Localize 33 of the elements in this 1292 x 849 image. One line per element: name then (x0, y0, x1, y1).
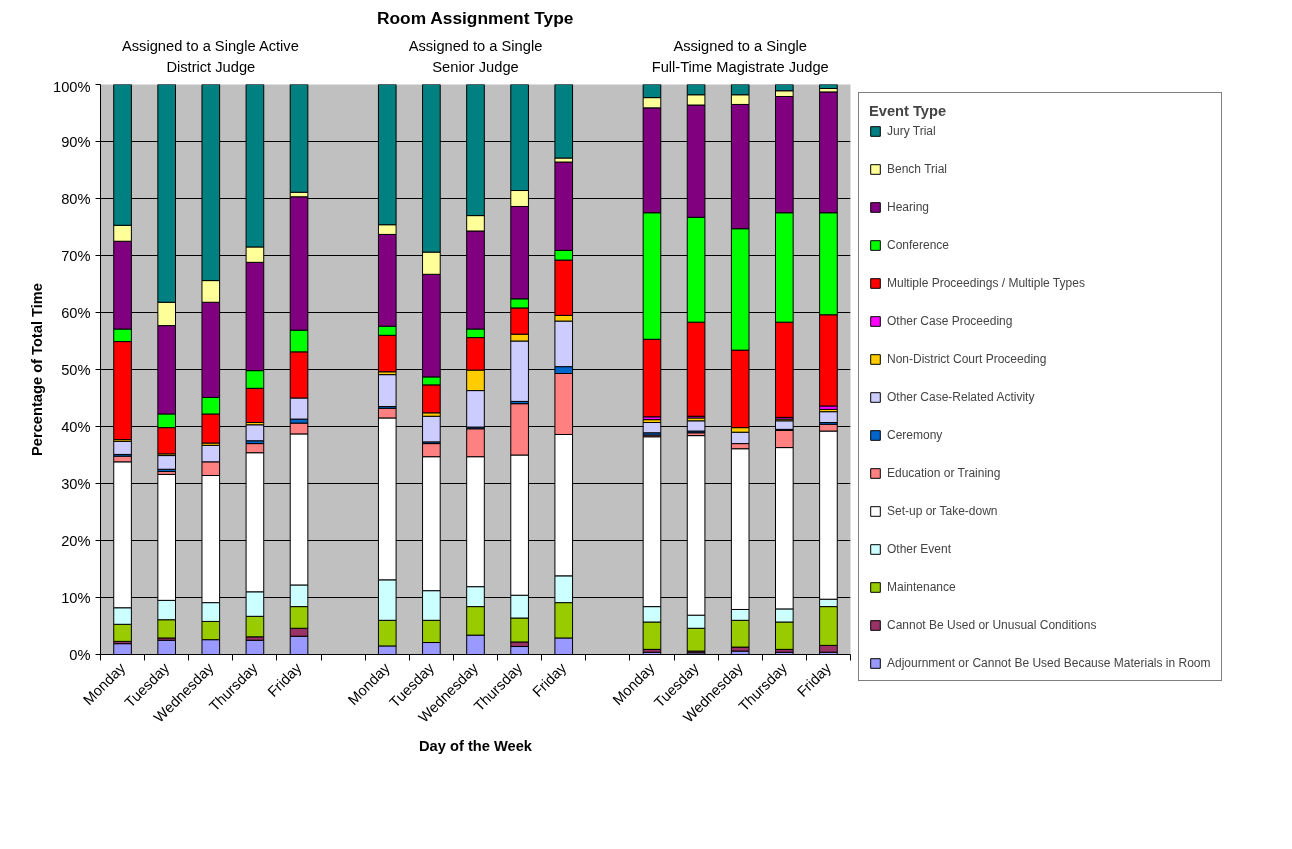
y-tick-label: 10% (61, 589, 91, 606)
legend-label: Bench Trial (887, 162, 948, 176)
legend-label: Non-District Court Proceeding (887, 352, 1047, 366)
y-tick-label: 20% (61, 532, 91, 549)
y-tick-label: 90% (61, 133, 91, 150)
y-tick-label: 30% (61, 475, 91, 492)
y-tick-label: 100% (53, 78, 91, 95)
legend-label: Ceremony (887, 428, 943, 442)
legend-label: Adjournment or Cannot Be Used Because Materials in Room (887, 656, 1211, 670)
y-tick-label: 0% (69, 646, 91, 663)
legend-label: Other Case-Related Activity (887, 390, 1035, 404)
y-tick-label: 80% (61, 190, 91, 207)
y-tick-label: 70% (61, 247, 91, 264)
legend-label: Hearing (887, 200, 930, 214)
text: Assigned to a Single Active District Judge (121, 38, 299, 76)
legend-label: Other Case Proceeding (887, 314, 1013, 328)
legend-label: Cannot Be Used or Unusual Conditions (887, 618, 1097, 632)
x-axis-title: Day of the Week (419, 738, 533, 755)
text: Assigned to a Single Full-Time Magistrate Judge (651, 38, 829, 76)
y-axis-title: Percentage of Total Time (29, 283, 46, 456)
legend-label: Conference (887, 238, 950, 252)
legend-label: Jury Trial (887, 124, 936, 138)
legend-label: Multiple Proceedings / Multiple Types (887, 276, 1085, 290)
legend-label: Education or Training (887, 466, 1001, 480)
y-tick-label: 40% (61, 418, 91, 435)
y-tick-label: 60% (61, 304, 91, 321)
text: Assigned to a Single Senior Judge (408, 38, 543, 76)
y-tick-label: 50% (61, 361, 91, 378)
legend-label: Set-up or Take-down (887, 504, 998, 518)
chart-title: Room Assignment Type (376, 7, 574, 28)
legend-label: Maintenance (887, 580, 956, 594)
legend-label: Other Event (887, 542, 952, 556)
legend-title: Event Type (869, 103, 948, 119)
